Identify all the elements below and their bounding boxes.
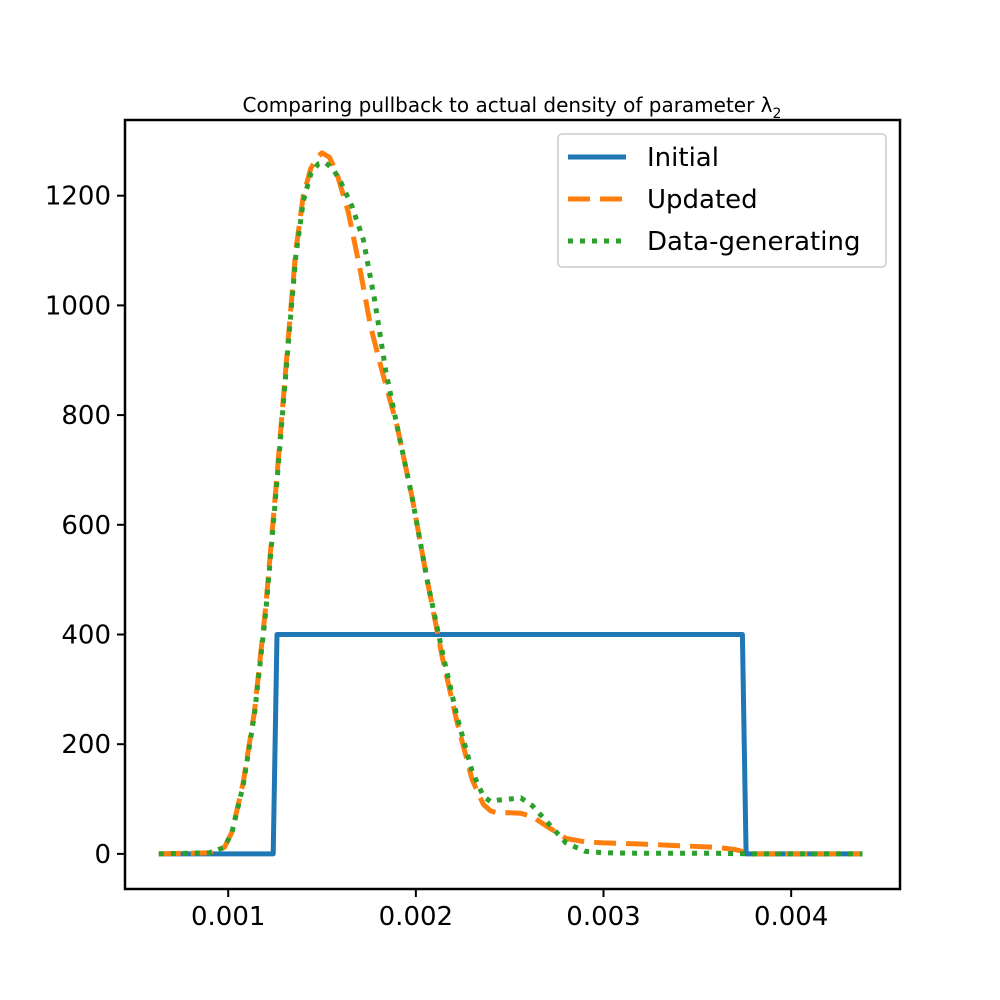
y-tick-label: 800 [61, 401, 111, 431]
x-tick-label: 0.002 [379, 902, 453, 932]
chart-title: Comparing pullback to actual density of … [243, 93, 782, 122]
chart-title-main: Comparing pullback to actual density of … [243, 93, 773, 117]
chart-title-subscript: 2 [773, 106, 782, 122]
y-tick-label: 1200 [45, 182, 111, 212]
y-tick-label: 0 [94, 840, 111, 870]
y-tick-label: 1000 [45, 291, 111, 321]
legend: Initial Updated Data-generating [557, 133, 887, 268]
y-tick-label: 200 [61, 730, 111, 760]
y-tick-label: 400 [61, 620, 111, 650]
legend-label-initial: Initial [647, 143, 719, 173]
series-lines [158, 150, 863, 857]
legend-box [557, 133, 887, 268]
plot-frame [123, 118, 902, 891]
legend-label-updated: Updated [647, 185, 758, 215]
y-axis: 0 200 400 600 800 1000 1200 [45, 182, 125, 870]
x-tick-label: 0.003 [566, 902, 640, 932]
x-axis: 0.001 0.002 0.003 0.004 [191, 889, 828, 932]
series-line-initial [158, 632, 863, 857]
y-tick-label: 600 [61, 511, 111, 541]
x-tick-label: 0.001 [191, 902, 265, 932]
legend-label-data-generating: Data-generating [647, 227, 860, 257]
x-tick-label: 0.004 [754, 902, 828, 932]
